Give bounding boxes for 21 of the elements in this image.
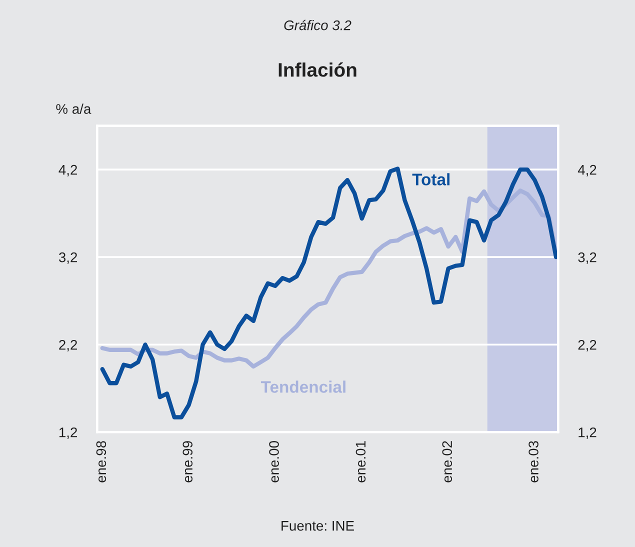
line-series (100, 166, 558, 420)
y-axis-title: % a/a (56, 104, 92, 114)
x-tick-label: ene.99 (182, 441, 193, 482)
y-tick-label: 1,2 (59, 427, 78, 439)
source-note: Fuente: INE (282, 521, 354, 531)
y2-tick-label: 1,2 (578, 427, 596, 439)
series-label: Total (412, 173, 450, 186)
chart-title: Inflación (278, 62, 356, 77)
x-tick-label: ene.98 (96, 441, 106, 482)
x-tick-label: ene.03 (528, 441, 538, 482)
chart-subtitle: Gráfico 3.2 (284, 20, 352, 30)
y-tick-label: 3,2 (58, 252, 78, 264)
y-tick-label: 4,2 (58, 164, 78, 176)
x-tick-label: ene.00 (269, 441, 279, 482)
y2-tick-label: 4,2 (578, 164, 596, 176)
x-tick-label: ene.01 (356, 441, 366, 482)
x-tick-label: ene.02 (442, 441, 452, 482)
series-label: Tendencial (260, 380, 346, 393)
y2-tick-label: 3,2 (578, 252, 596, 264)
y-tick-label: 2,2 (59, 340, 78, 352)
y2-tick-label: 2,2 (578, 340, 596, 352)
